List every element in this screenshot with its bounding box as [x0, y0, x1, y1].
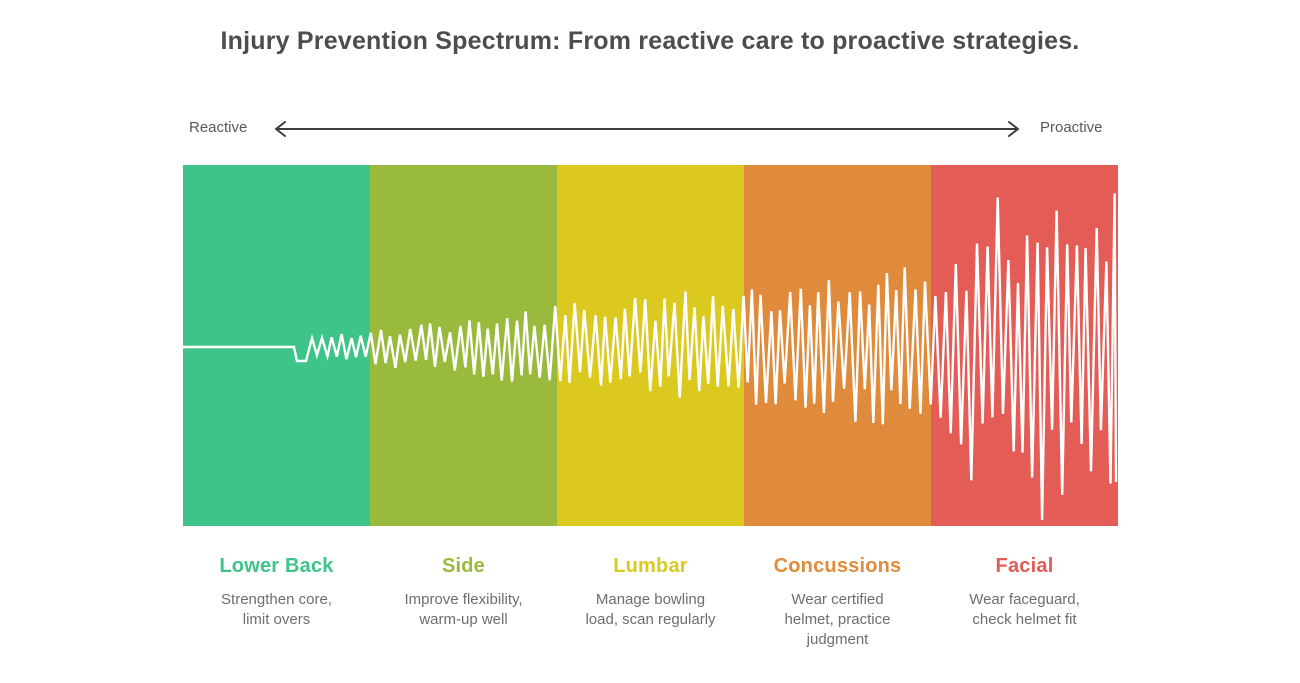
label-col-side: Side Improve flexibility, warm-up well — [370, 555, 557, 650]
band-description: Wear certified helmet, practice judgment — [784, 591, 891, 648]
page-title: Injury Prevention Spectrum: From reactiv… — [220, 27, 1080, 55]
spectrum-arrow — [275, 121, 1019, 137]
band-label: Concussions — [773, 555, 902, 577]
axis-label-proactive: Proactive — [1040, 119, 1103, 136]
label-col-lumbar: Lumbar Manage bowling load, scan regular… — [557, 555, 744, 650]
waveform — [183, 193, 1118, 521]
band-label: Lumbar — [613, 555, 688, 577]
label-col-lower-back: Lower Back Strengthen core, limit overs — [183, 555, 370, 650]
band-description: Wear faceguard, check helmet fit — [969, 591, 1080, 628]
band-label: Lower Back — [219, 555, 334, 577]
waveform-path — [183, 193, 1118, 521]
band-label: Side — [441, 555, 486, 577]
label-col-concussions: Concussions Wear certified helmet, pract… — [744, 555, 931, 650]
band-description: Improve flexibility, warm-up well — [404, 591, 523, 628]
arrow-left-head-icon — [275, 121, 286, 137]
band-label: Facial — [995, 555, 1054, 577]
axis-label-reactive: Reactive — [189, 119, 248, 136]
band-concussions — [744, 165, 931, 526]
label-col-facial: Facial Wear faceguard, check helmet fit — [931, 555, 1118, 650]
band-labels-row: Lower Back Strengthen core, limit overs … — [183, 555, 1118, 650]
band-description: Manage bowling load, scan regularly — [585, 591, 716, 628]
arrow-right-head-icon — [1008, 121, 1019, 137]
band-description: Strengthen core, limit overs — [221, 591, 332, 628]
